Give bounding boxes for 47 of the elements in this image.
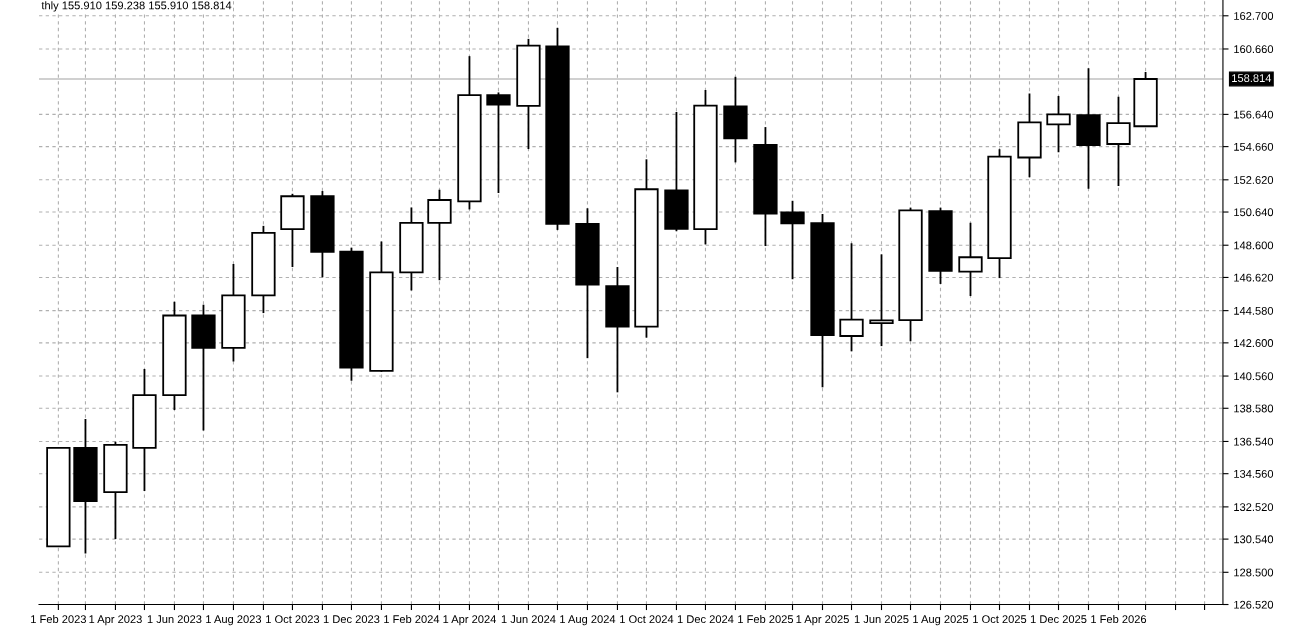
x-tick-label: 1 Aug 2023 [206, 615, 262, 626]
x-tick-label: 1 Jun 2023 [147, 615, 202, 624]
x-tick-label: 1 Jun 2024 [501, 615, 556, 624]
candlestick [839, 242, 864, 353]
annotation: thly 155.910 159.238 155.910 158.814 [41, 1, 232, 12]
x-tick-label: 1 Dec 2024 [677, 615, 734, 624]
y-tick-label: 130.540 [1234, 535, 1274, 544]
y-tick-label: 134.560 [1234, 469, 1274, 478]
x-tick-label: 1 Aug 2025 [913, 615, 969, 626]
x-tick-label: 1 Dec 2023 [323, 615, 380, 624]
x-tick-label: 1 Jun 2025 [854, 615, 909, 624]
y-tick-label: 162.700 [1234, 12, 1274, 20]
x-tick-label: 1 Apr 2024 [443, 615, 497, 626]
y-tick-label: 140.560 [1234, 372, 1274, 381]
x-tick-label: 1 Oct 2023 [266, 615, 320, 624]
ref-line-label: 158.814 [1232, 74, 1272, 82]
y-tick-label: 148.600 [1234, 241, 1274, 250]
x-tick-label: 1 Dec 2025 [1030, 615, 1087, 624]
y-tick-label: 150.640 [1234, 208, 1274, 217]
y-tick-label: 146.620 [1234, 273, 1274, 282]
x-tick-label: 1 Oct 2025 [973, 615, 1027, 624]
y-tick-label: 152.620 [1234, 176, 1274, 184]
x-tick-label: 1 Feb 2023 [31, 614, 86, 624]
y-tick-label: 138.580 [1234, 404, 1274, 413]
y-tick-label: 154.660 [1234, 142, 1274, 151]
candlestick [1106, 95, 1131, 187]
y-tick-label: 126.520 [1234, 600, 1274, 609]
y-tick-label: 128.500 [1234, 568, 1274, 577]
x-tick-label: 1 Feb 2024 [384, 614, 440, 624]
candlestick [780, 199, 805, 281]
y-tick-label: 160.660 [1234, 45, 1274, 54]
y-tick-label: 136.540 [1234, 437, 1274, 446]
y-tick-label: 142.600 [1234, 339, 1274, 347]
y-tick-label: 144.580 [1234, 306, 1274, 315]
x-tick-label: 1 Feb 2025 [738, 614, 794, 624]
y-tick-label: 132.520 [1234, 503, 1274, 512]
y-tick-label: 156.640 [1234, 110, 1274, 119]
x-tick-label: 1 Feb 2026 [1091, 614, 1147, 624]
candlestick [958, 221, 983, 297]
candlestick [869, 253, 894, 348]
candlestick [486, 91, 511, 194]
x-tick-label: 1 Apr 2025 [796, 615, 849, 626]
candlestick [1046, 95, 1071, 154]
x-tick-label: 1 Aug 2024 [560, 615, 616, 626]
x-tick-label: 1 Apr 2023 [89, 615, 142, 626]
candlestick [427, 188, 452, 282]
x-tick-label: 1 Oct 2024 [620, 615, 674, 624]
